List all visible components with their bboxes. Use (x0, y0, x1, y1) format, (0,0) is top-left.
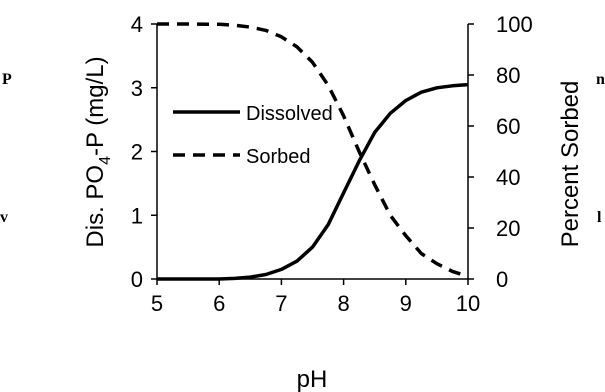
x-tick-label: 5 (151, 291, 163, 316)
series-line-sorbed (157, 22, 469, 279)
x-tick-label: 10 (456, 291, 480, 316)
y-right-ticks: 0 20 40 60 80 100 (468, 12, 533, 292)
y-right-tick-label: 0 (496, 267, 508, 292)
x-tick-label: 8 (337, 291, 349, 316)
y-right-tick-label: 60 (496, 114, 520, 139)
y-right-tick-label: 20 (496, 216, 520, 241)
edge-text-right-bottom: l (597, 209, 602, 226)
y-left-tick-label: 3 (131, 76, 143, 101)
x-tick-label: 6 (213, 291, 225, 316)
y-left-title-subscript: 4 (97, 156, 114, 165)
x-ticks: 5 6 7 8 9 10 (151, 279, 480, 316)
y-left-tick-label: 0 (131, 267, 143, 292)
y-right-tick-label: 100 (496, 12, 533, 37)
series-layer (157, 22, 469, 281)
legend: Dissolved Sorbed (173, 103, 333, 168)
y-left-axis-title: Dis. PO4-P (mg/L) (82, 56, 114, 247)
y-right-axis-title: Percent Sorbed (557, 81, 584, 248)
y-left-tick-label: 2 (131, 140, 143, 165)
y-right-tick-label: 40 (496, 165, 520, 190)
y-right-tick-label: 80 (496, 63, 520, 88)
legend-label-dissolved: Dissolved (246, 103, 333, 125)
edge-text-left-bottom: v (0, 209, 8, 226)
legend-label-sorbed: Sorbed (246, 146, 311, 168)
y-left-tick-label: 4 (131, 12, 143, 37)
x-tick-label: 9 (400, 291, 412, 316)
y-left-title-rest: -P (mg/L) (82, 56, 109, 156)
edge-text-right-top: n (596, 71, 605, 88)
y-left-title-main: Dis. PO (82, 165, 109, 248)
series-line-dissolved (157, 82, 469, 281)
x-tick-label: 7 (275, 291, 287, 316)
edge-text-left-top: P (2, 71, 12, 88)
x-axis-title: pH (297, 366, 328, 392)
y-left-tick-label: 1 (131, 203, 143, 228)
y-left-ticks: 0 1 2 3 4 (131, 12, 157, 292)
